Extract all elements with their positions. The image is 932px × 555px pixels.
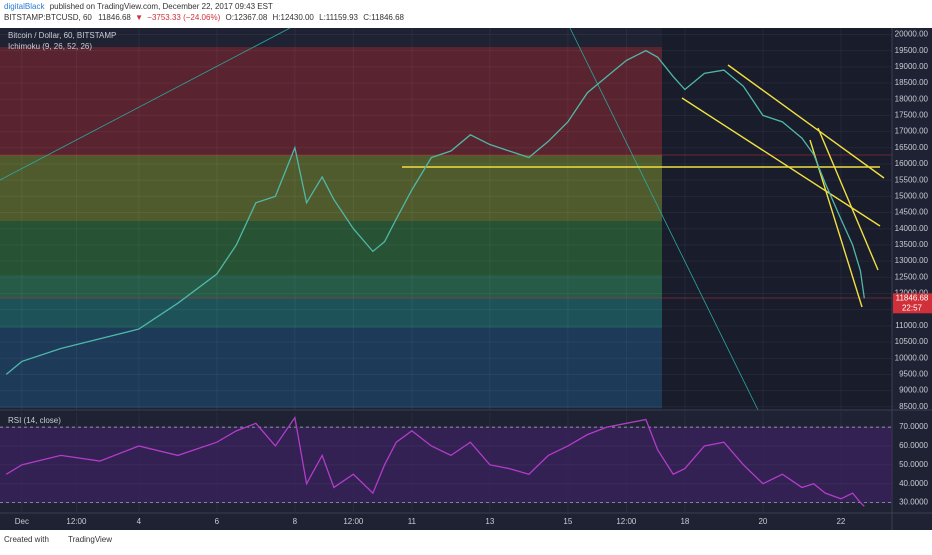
author[interactable]: digitalBlack (4, 2, 45, 11)
y-tick-label: 12000.00 (895, 289, 929, 298)
series-line (5, 49, 865, 375)
low: L:11159.93 (319, 13, 358, 22)
published: published on TradingView.com, December 2… (50, 2, 273, 11)
y-tick-label: 8500.00 (899, 402, 928, 411)
x-tick-label: 12:00 (343, 517, 364, 526)
y-tick-label: 19500.00 (895, 46, 929, 55)
x-tick-label: 6 (215, 517, 220, 526)
y-tick-label: 16500.00 (895, 143, 929, 152)
chart-title: Bitcoin / Dollar, 60, BITSTAMP (8, 31, 116, 40)
y-tick-label: 40.0000 (899, 479, 928, 488)
footer-brand[interactable]: TradingView (68, 535, 112, 544)
x-tick-label: 8 (293, 517, 298, 526)
plot-layer: 8500.00 9000.00 9500.00 10000.00 10500.00 110… (0, 28, 932, 526)
y-tick-label: 15500.00 (895, 175, 929, 184)
x-tick-label: 4 (137, 517, 142, 526)
y-tick-label: 10000.00 (895, 353, 929, 362)
y-tick-label: 60.0000 (899, 441, 928, 450)
symbol: BITSTAMP:BTCUSD, 60 (4, 13, 92, 22)
x-tick-label: 22 (836, 517, 845, 526)
y-tick-label: 11000.00 (895, 321, 928, 330)
y-tick-label: 12500.00 (895, 272, 929, 281)
x-tick-label: 12:00 (66, 517, 87, 526)
yellow-lines (402, 64, 885, 308)
y-tick-label: 17000.00 (895, 127, 929, 136)
yellow-line (817, 127, 879, 271)
x-tick-label: Dec (15, 517, 29, 526)
yellow-line (681, 97, 881, 227)
down-arrow: ▼ (135, 13, 143, 22)
x-tick-label: 18 (680, 517, 689, 526)
x-tick-label: 13 (485, 517, 494, 526)
trend-line (0, 27, 291, 181)
series-line (5, 415, 865, 507)
x-tick-label: 11 (408, 517, 417, 526)
y-tick-label: 18000.00 (895, 94, 929, 103)
countdown: 22:57 (902, 303, 923, 312)
y-tick-label: 50.0000 (899, 460, 928, 469)
y-tick-label: 70.0000 (899, 422, 928, 431)
y-tick-label: 13000.00 (895, 256, 929, 265)
last-price-label: 11846.68 (896, 293, 929, 302)
quote-line: BITSTAMP:BTCUSD, 60 11846.68 ▼ −3753.33 … (4, 13, 405, 22)
close: C:11846.68 (363, 13, 404, 22)
band (0, 221, 662, 275)
y-tick-label: 13500.00 (895, 240, 929, 249)
indicator-title: Ichimoku (9, 26, 52, 26) (8, 42, 92, 51)
yellow-line (727, 64, 885, 179)
fib-bands (0, 47, 662, 408)
y-tick-label: 9000.00 (899, 386, 928, 395)
high: H:12430.00 (273, 13, 315, 22)
y-tick-label: 19000.00 (895, 62, 929, 71)
footer-bg (0, 530, 932, 550)
band (0, 275, 662, 298)
footer-created: Created with (4, 535, 49, 544)
y-tick-label: 17500.00 (895, 111, 929, 120)
y-tick-label: 20000.00 (895, 30, 929, 39)
header-line: digitalBlack published on TradingView.co… (4, 2, 273, 11)
rsi-title: RSI (14, close) (8, 416, 61, 425)
band (0, 155, 662, 221)
last-price-box (893, 293, 932, 314)
trend-line (569, 27, 759, 411)
y-tick-label: 16000.00 (895, 159, 929, 168)
y-tick-label: 15000.00 (895, 191, 929, 200)
band (0, 47, 662, 155)
change: −3753.33 (−24.06%) (147, 13, 220, 22)
y-tick-label: 9500.00 (899, 369, 928, 378)
band (0, 298, 662, 328)
band (0, 328, 662, 408)
y-tick-label: 14000.00 (895, 224, 929, 233)
x-tick-label: 12:00 (616, 517, 637, 526)
y-tick-label: 10500.00 (895, 337, 929, 346)
y-tick-label: 14500.00 (895, 208, 929, 217)
shade (662, 28, 892, 410)
y-tick-label: 18500.00 (895, 78, 929, 87)
y-tick-label: 30.0000 (899, 498, 928, 507)
x-tick-label: 20 (758, 517, 767, 526)
last: 11846.68 (98, 13, 131, 22)
x-tick-label: 15 (563, 517, 572, 526)
open: O:12367.08 (225, 13, 267, 22)
